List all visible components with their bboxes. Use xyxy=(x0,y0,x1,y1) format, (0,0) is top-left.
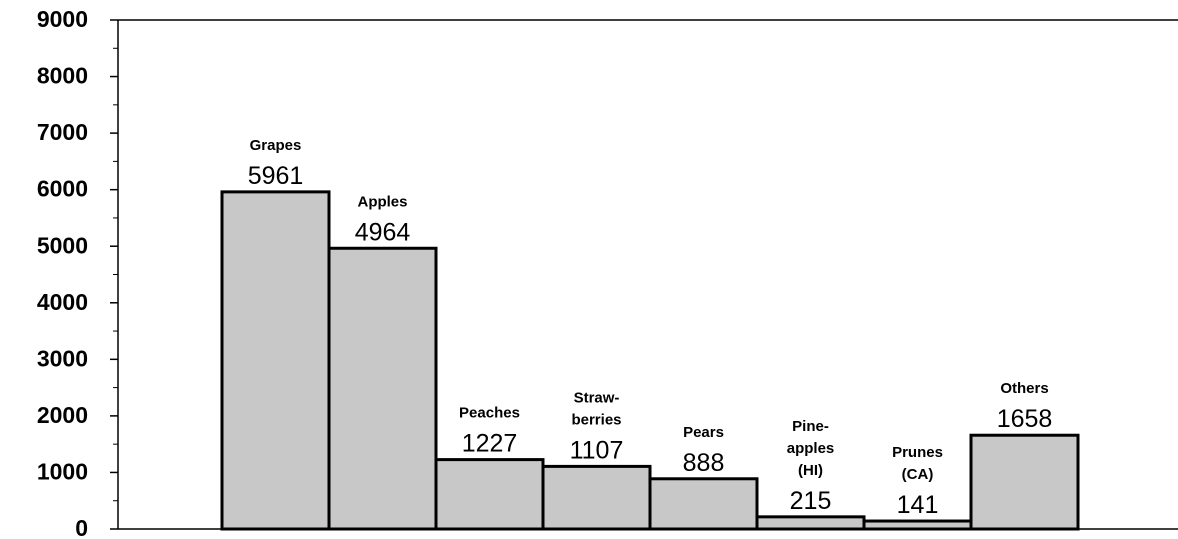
value-label: 4964 xyxy=(355,218,411,246)
y-tick-label: 9000 xyxy=(37,6,88,32)
bar xyxy=(220,190,331,531)
y-tick-label: 0 xyxy=(75,515,88,539)
bar xyxy=(327,246,438,531)
value-label: 1107 xyxy=(570,436,624,464)
value-label: 888 xyxy=(683,449,725,477)
value-label: 215 xyxy=(790,487,832,515)
bar xyxy=(541,464,652,531)
bar xyxy=(434,458,545,531)
category-label: Apples xyxy=(357,193,407,210)
category-label: Others xyxy=(1000,380,1048,397)
bar xyxy=(862,519,973,531)
category-label: Straw-berries xyxy=(571,389,621,428)
y-tick-label: 1000 xyxy=(37,459,88,485)
bar xyxy=(648,477,759,531)
category-label: Pine-apples (HI) xyxy=(787,418,835,479)
value-label: 1227 xyxy=(462,430,518,458)
y-tick-label: 7000 xyxy=(37,119,88,145)
bar xyxy=(969,433,1080,531)
category-label: Prunes (CA) xyxy=(892,444,943,483)
y-tick-label: 8000 xyxy=(37,63,88,89)
y-tick-label: 5000 xyxy=(37,232,88,258)
category-label: Pears xyxy=(683,424,724,441)
category-label: Peaches xyxy=(459,405,520,422)
y-tick-label: 3000 xyxy=(37,345,88,371)
y-tick-label: 2000 xyxy=(37,402,88,428)
category-label: Grapes xyxy=(250,137,302,154)
y-tick-label: 4000 xyxy=(37,289,88,315)
value-label: 5961 xyxy=(248,162,304,190)
bar xyxy=(755,515,866,531)
value-label: 141 xyxy=(897,491,939,519)
y-tick-label: 6000 xyxy=(37,176,88,202)
value-label: 1658 xyxy=(997,405,1053,433)
